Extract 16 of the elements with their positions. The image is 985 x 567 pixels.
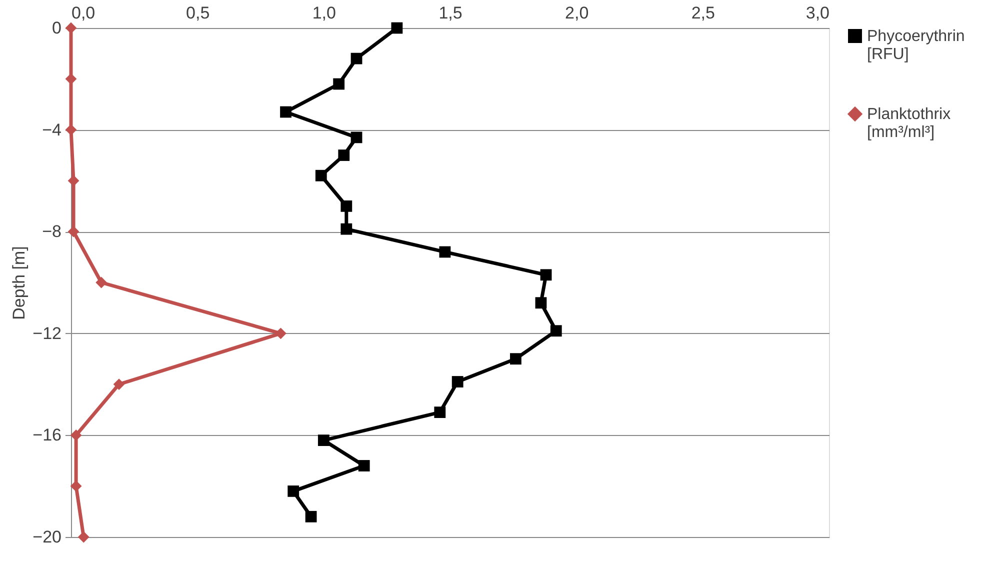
x-tick-label: 1,5 bbox=[438, 4, 462, 22]
x-tick-label: 3,0 bbox=[806, 4, 830, 22]
x-tick-label: 2,0 bbox=[565, 4, 589, 22]
x-tick-label: 2,5 bbox=[691, 4, 715, 22]
legend-label: Planktothrix [mm³/ml³] bbox=[867, 106, 951, 141]
y-tick-label: 0 bbox=[52, 18, 62, 38]
y-tick-label: −12 bbox=[32, 324, 62, 343]
y-tick-label: −8 bbox=[42, 222, 62, 242]
y-tick-label: −4 bbox=[42, 120, 62, 140]
x-tick-label: 0,5 bbox=[186, 4, 210, 22]
y-tick-label: −16 bbox=[32, 426, 62, 445]
legend-label: Phycoerythrin [RFU] bbox=[867, 28, 965, 63]
y-tick-label: −20 bbox=[32, 528, 62, 546]
x-tick-label: 1,0 bbox=[312, 4, 336, 22]
y-axis-title: Depth [m] bbox=[10, 246, 29, 320]
x-tick-label: 0,0 bbox=[72, 4, 96, 22]
